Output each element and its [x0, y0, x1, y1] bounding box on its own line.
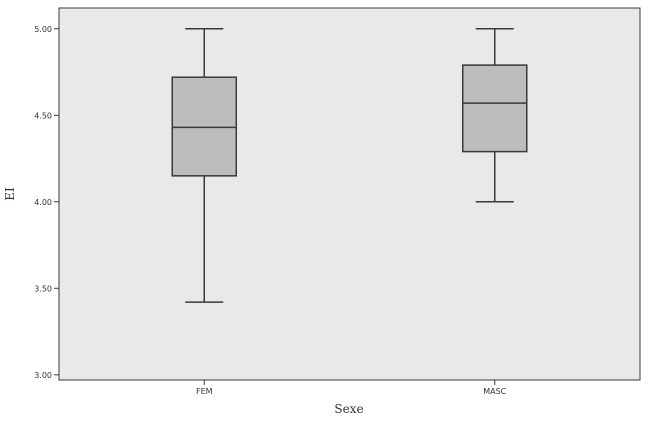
- boxes: [171, 28, 528, 303]
- y-tick-label: 4.50: [34, 111, 52, 120]
- box-fem: [171, 28, 237, 303]
- y-axis: 3.00 3.50 4.00 4.50 5.00: [34, 25, 59, 380]
- y-tick-label: 5.00: [34, 25, 52, 34]
- iqr-box: [462, 64, 528, 153]
- x-tick-label: MASC: [483, 387, 506, 396]
- y-tick-label: 3.00: [34, 371, 52, 380]
- y-axis-title: EI: [3, 187, 17, 201]
- iqr-box: [171, 76, 237, 177]
- y-tick-label: 3.50: [34, 284, 52, 293]
- y-tick-label: 4.00: [34, 198, 52, 207]
- box-masc: [462, 28, 528, 203]
- x-tick-label: FEM: [196, 387, 213, 396]
- x-axis: FEM MASC: [196, 380, 507, 396]
- x-axis-title: Sexe: [334, 402, 363, 416]
- plot-area: [58, 7, 641, 381]
